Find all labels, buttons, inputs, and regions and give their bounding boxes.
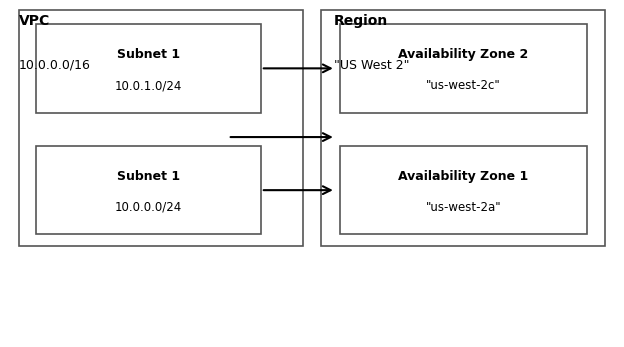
Text: "us-west-2c": "us-west-2c" bbox=[426, 79, 500, 92]
Text: Subnet 1: Subnet 1 bbox=[117, 48, 180, 61]
Text: "us-west-2a": "us-west-2a" bbox=[426, 201, 501, 214]
Text: 10.0.1.0/24: 10.0.1.0/24 bbox=[115, 79, 182, 92]
Text: 10.0.0.0/16: 10.0.0.0/16 bbox=[19, 59, 90, 72]
Text: Availability Zone 2: Availability Zone 2 bbox=[398, 48, 529, 61]
Text: 10.0.0.0/24: 10.0.0.0/24 bbox=[115, 201, 182, 214]
Text: Region: Region bbox=[334, 14, 388, 28]
Bar bbox=[340, 146, 587, 234]
Bar bbox=[36, 24, 261, 113]
Bar bbox=[321, 10, 605, 246]
Bar bbox=[340, 24, 587, 113]
Text: "US West 2": "US West 2" bbox=[334, 59, 409, 72]
Text: Availability Zone 1: Availability Zone 1 bbox=[398, 170, 529, 183]
Bar bbox=[36, 146, 261, 234]
Bar bbox=[19, 10, 303, 246]
Text: VPC: VPC bbox=[19, 14, 50, 28]
Text: Subnet 1: Subnet 1 bbox=[117, 170, 180, 183]
